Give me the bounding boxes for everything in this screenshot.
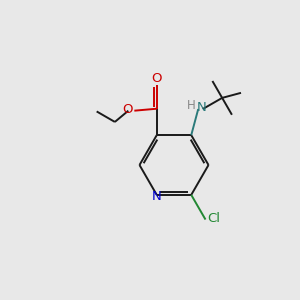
Text: O: O [122, 103, 133, 116]
Text: N: N [152, 190, 162, 203]
Text: O: O [152, 72, 162, 85]
Text: Cl: Cl [207, 212, 220, 226]
Text: N: N [196, 101, 206, 114]
Text: H: H [187, 99, 196, 112]
